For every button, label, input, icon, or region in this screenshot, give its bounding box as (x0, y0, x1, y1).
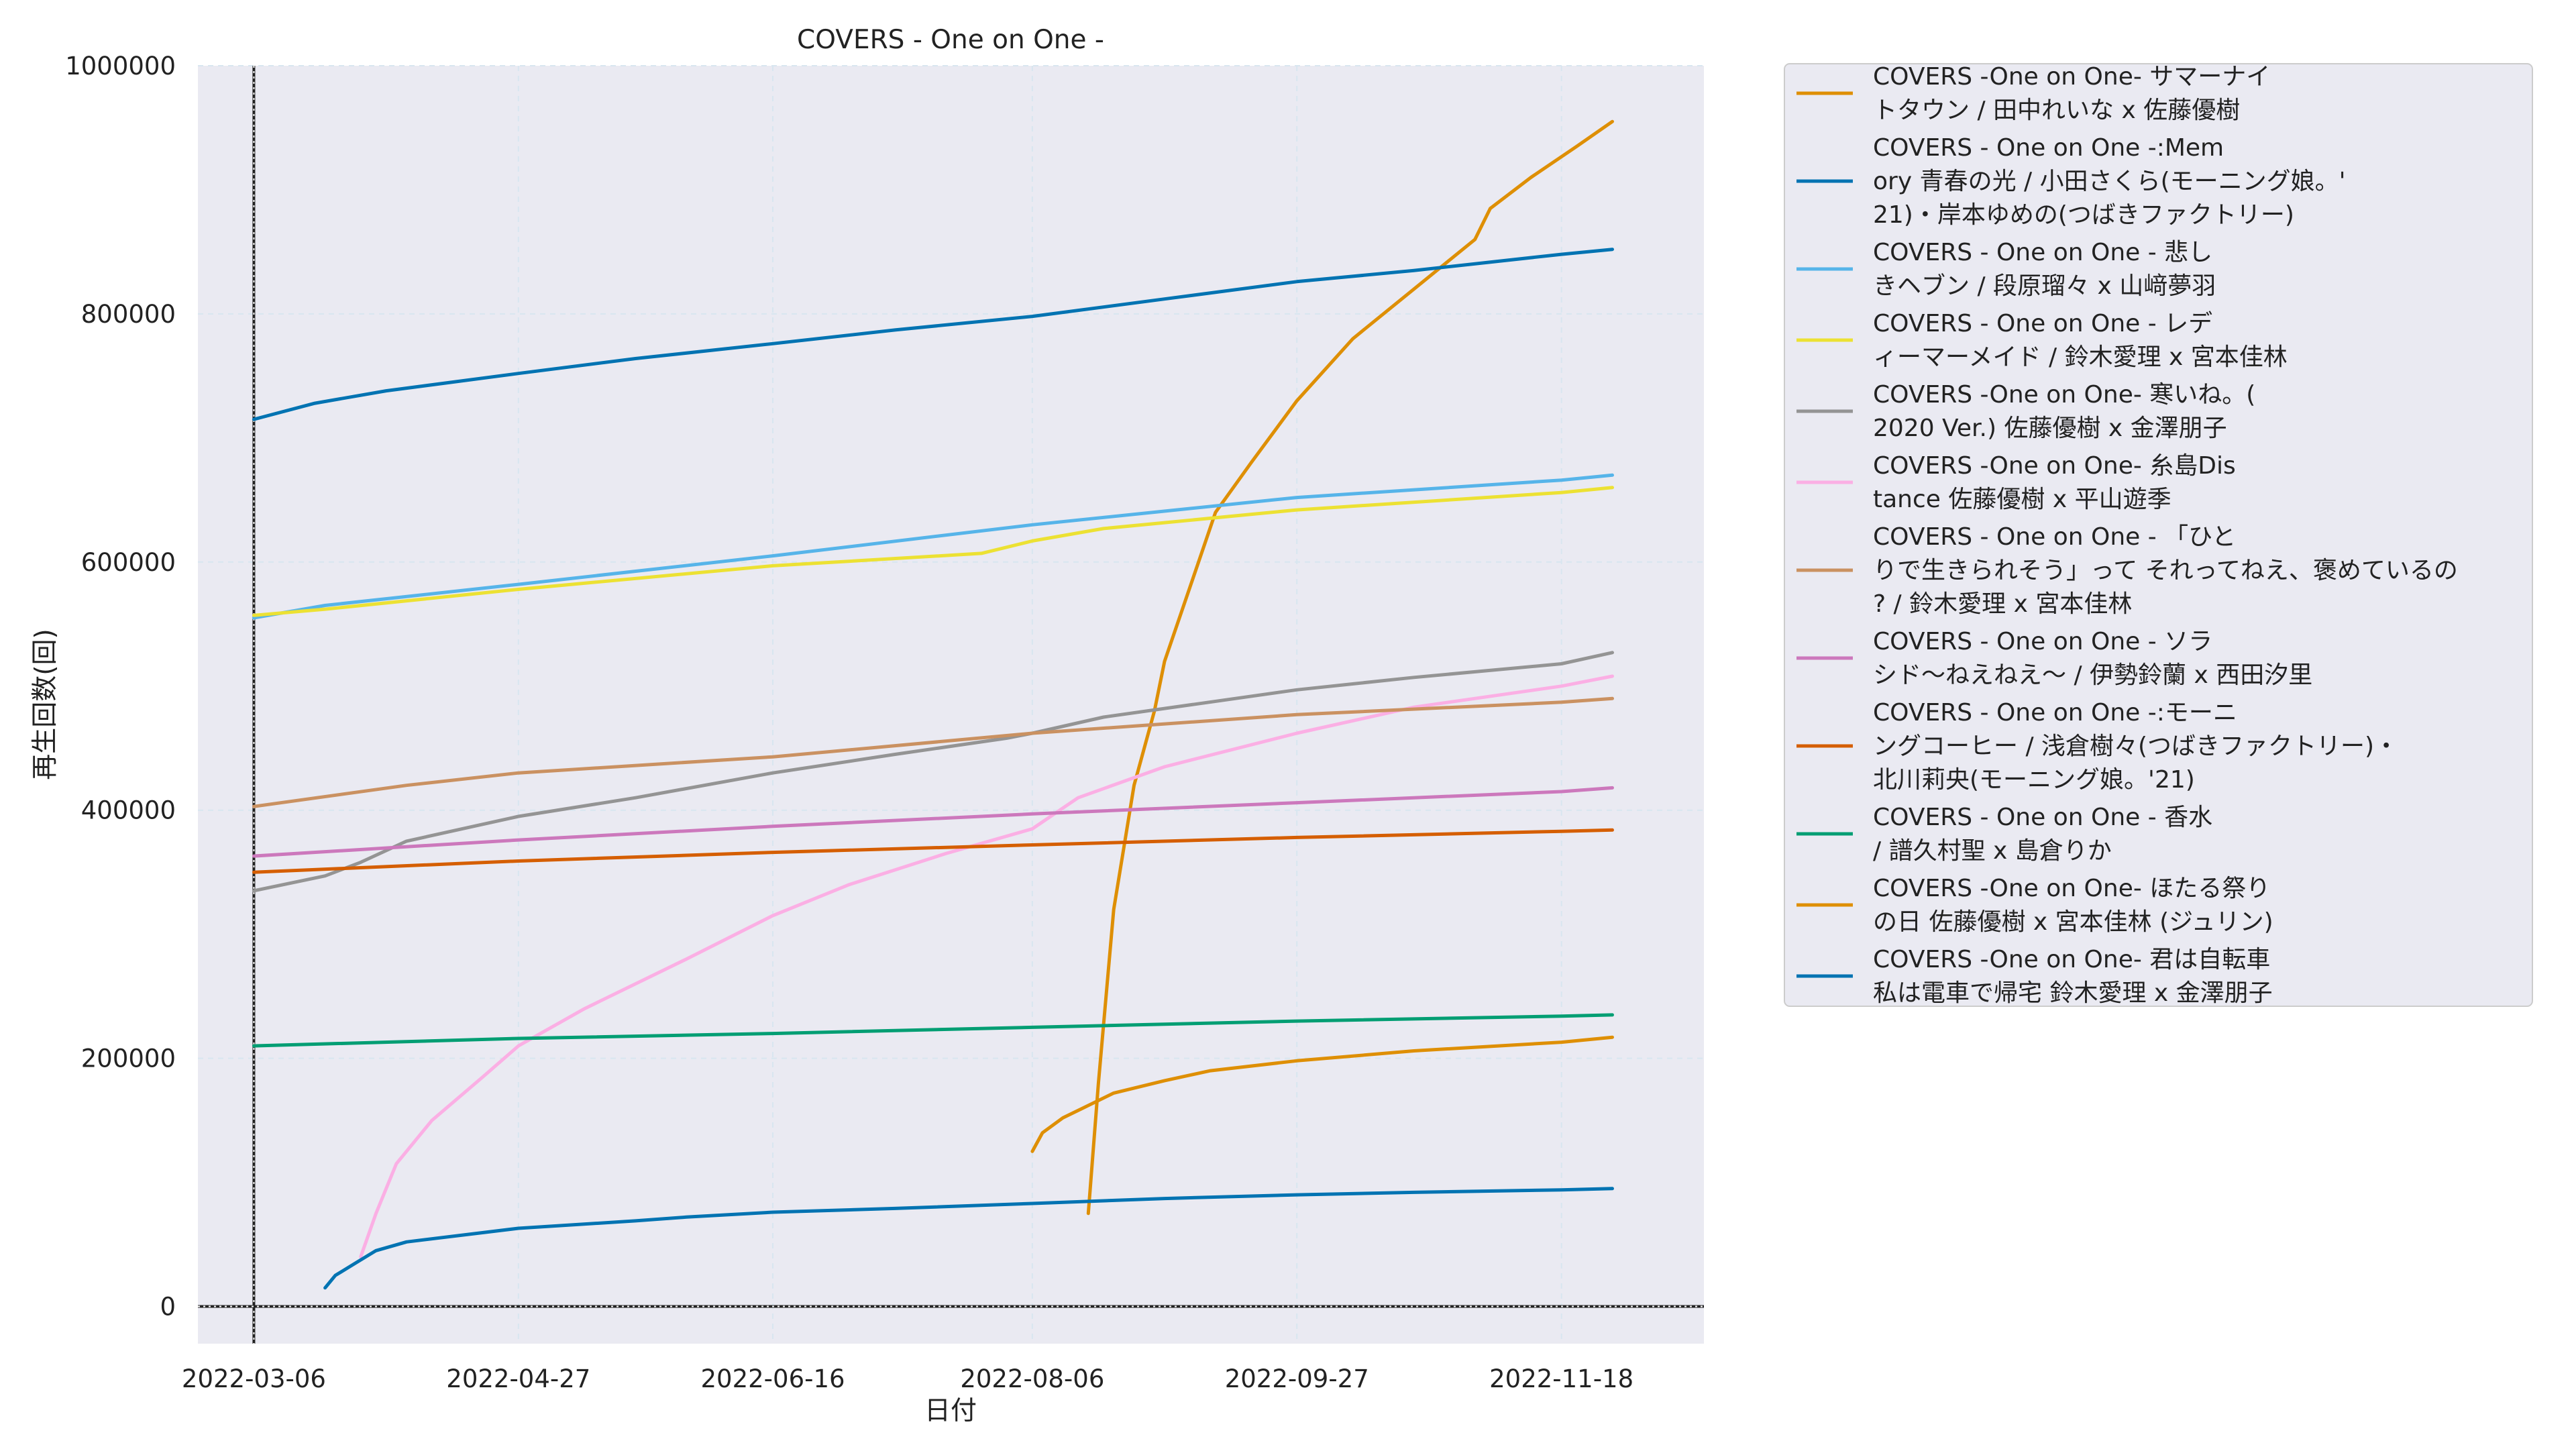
y-axis-label: 再生回数(回) (30, 629, 60, 780)
series-line-9 (252, 828, 1614, 874)
legend-label-6-line-1: COVERS -One on One- 糸島Dis (1873, 452, 2236, 480)
legend-label-4-line-2: ィーマーメイド / 鈴木愛理 x 宮本佳林 (1873, 343, 2288, 371)
legend-entry-12: COVERS -One on One- 君は自転車 私は電車で帰宅 鈴木愛理 x… (1796, 946, 2273, 1007)
legend-label-1-line-1: COVERS -One on One- サマーナイ (1873, 63, 2270, 91)
legend-label-11-line-2: の日 佐藤優樹 x 宮本佳林 (ジュリン) (1873, 908, 2273, 936)
x-tick-label-1: 2022-04-27 (446, 1364, 590, 1393)
y-tick-label-3: 600000 (81, 548, 176, 577)
x-tick-label-4: 2022-09-27 (1225, 1364, 1369, 1393)
legend-entry-2: COVERS - One on One -:Mem ory 青春の光 / 小田さく… (1796, 134, 2346, 229)
series-line-12 (323, 1187, 1614, 1290)
y-tick-label-4: 800000 (81, 300, 176, 329)
plot-area (198, 66, 1704, 1344)
legend-label-2-line-3: 21)・岸本ゆめの(つばきファクトリー) (1873, 201, 2294, 229)
legend-label-10-line-1: COVERS - One on One - 香水 (1873, 804, 2212, 831)
legend-box (1784, 63, 2533, 1007)
legend-label-10-line-2: / 譜久村聖 x 島倉りか (1873, 837, 2112, 865)
legend-label-5-line-1: COVERS -One on One- 寒いね。( (1873, 381, 2255, 409)
series-line-3 (252, 473, 1614, 620)
series-line-7 (252, 696, 1614, 808)
legend-label-2-line-2: ory 青春の光 / 小田さくら(モーニング娘。' (1873, 168, 2346, 195)
legend-label-2-line-1: COVERS - One on One -:Mem (1873, 134, 2224, 162)
series-line-11 (1030, 1035, 1614, 1153)
y-tick-label-2: 400000 (81, 796, 176, 825)
legend-label-4-line-1: COVERS - One on One - レデ (1873, 310, 2212, 337)
legend-label-9-line-3: 北川莉央(モーニング娘。'21) (1873, 766, 2195, 794)
legend-entry-5: COVERS -One on One- 寒いね。( 2020 Ver.) 佐藤優樹… (1796, 381, 2255, 442)
legend-label-9-line-1: COVERS - One on One -:モーニ (1873, 699, 2237, 727)
x-tick-label-3: 2022-08-06 (960, 1364, 1104, 1393)
legend-label-3-line-1: COVERS - One on One - 悲し (1873, 239, 2212, 266)
series-line-5 (252, 651, 1614, 893)
legend-entry-6: COVERS -One on One- 糸島Dis tance 佐藤優樹 x 平山… (1796, 452, 2236, 513)
series-line-6 (359, 674, 1614, 1258)
y-tick-label-5: 1000000 (65, 52, 176, 80)
legend-label-7-line-3: ? / 鈴木愛理 x 宮本佳林 (1873, 590, 2132, 618)
legend-label-3-line-2: きヘブン / 段原瑠々 x 山﨑夢羽 (1873, 272, 2216, 300)
series-line-4 (252, 486, 1614, 617)
legend-label-8-line-2: シド〜ねえねえ〜 / 伊勢鈴蘭 x 西田汐里 (1873, 661, 2312, 689)
legend-entry-10: COVERS - One on One - 香水 / 譜久村聖 x 島倉りか (1796, 804, 2212, 865)
legend-label-1-line-2: トタウン / 田中れいな x 佐藤優樹 (1873, 97, 2240, 124)
legend-label-8-line-1: COVERS - One on One - ソラ (1873, 628, 2212, 655)
x-axis-label: 日付 (924, 1396, 977, 1426)
chart-title: COVERS - One on One - (797, 25, 1104, 55)
reference-lines (198, 66, 1704, 1344)
legend-label-5-line-2: 2020 Ver.) 佐藤優樹 x 金澤朋子 (1873, 415, 2227, 442)
series-line-10 (252, 1013, 1614, 1048)
series-layer (252, 119, 1614, 1290)
x-tick-label-0: 2022-03-06 (182, 1364, 326, 1393)
legend-label-7-line-1: COVERS - One on One - 「ひと (1873, 523, 2236, 551)
x-axis-ticks: 2022-03-06 2022-04-27 2022-06-16 2022-08-06… (182, 1364, 1633, 1393)
series-line-8 (252, 786, 1614, 858)
series-line-1 (1086, 119, 1614, 1216)
legend-label-9-line-2: ングコーヒー / 浅倉樹々(つばきファクトリー)・ (1873, 733, 2398, 760)
legend-label-12-line-2: 私は電車で帰宅 鈴木愛理 x 金澤朋子 (1873, 979, 2273, 1007)
legend-label-7-line-2: りで生きられそう」って それってねえ、褒めているの (1873, 557, 2458, 584)
legend-label-12-line-1: COVERS -One on One- 君は自転車 (1873, 946, 2270, 973)
series-line-2 (252, 248, 1614, 421)
y-tick-label-1: 200000 (81, 1044, 176, 1073)
legend-label-11-line-1: COVERS -One on One- ほたる祭り (1873, 875, 2270, 902)
y-axis-ticks: 0 200000 400000 600000 800000 1000000 (65, 52, 176, 1322)
x-tick-label-2: 2022-06-16 (701, 1364, 845, 1393)
y-tick-label-0: 0 (160, 1293, 176, 1322)
x-tick-label-5: 2022-11-18 (1489, 1364, 1633, 1393)
legend-label-6-line-2: tance 佐藤優樹 x 平山遊季 (1873, 486, 2171, 513)
